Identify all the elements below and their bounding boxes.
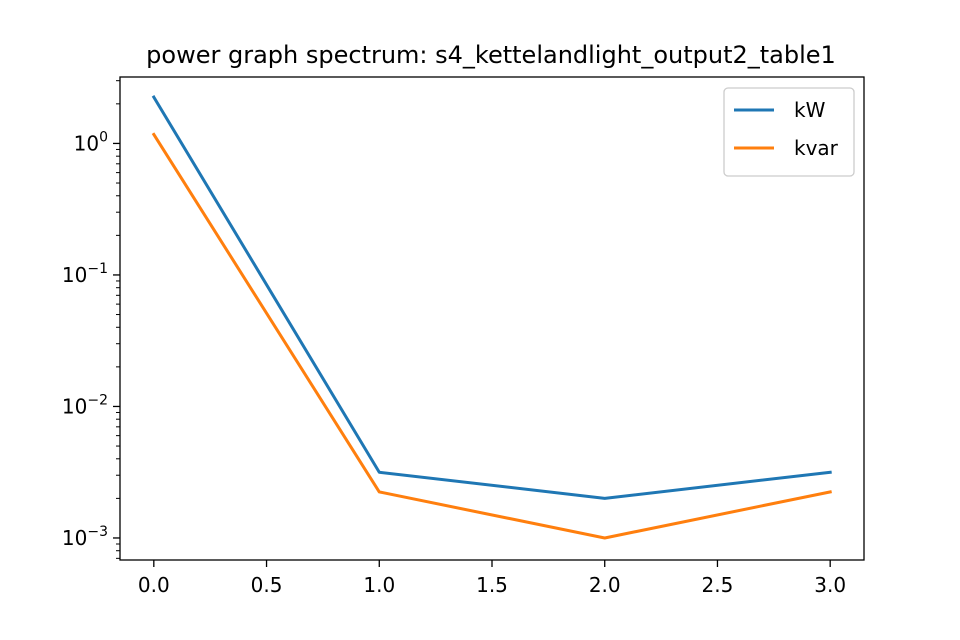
x-tick-label: 1.0 bbox=[363, 573, 395, 597]
legend-box bbox=[723, 87, 855, 177]
y-tick-label: 10−3 bbox=[62, 524, 108, 550]
x-tick-label: 3.0 bbox=[814, 573, 846, 597]
y-tick-label: 10−2 bbox=[62, 392, 108, 418]
plot-area bbox=[151, 95, 832, 540]
x-tick-label: 0.5 bbox=[251, 573, 283, 597]
y-tick-label: 10−1 bbox=[62, 261, 108, 287]
axes: 0.0 0.5 1.0 1.5 2.0 2.5 3.0 100 10−1 10−2 10−3 bbox=[62, 76, 865, 597]
x-tick-label: 1.5 bbox=[476, 573, 508, 597]
series-line-kvar bbox=[151, 132, 832, 540]
chart-title: power graph spectrum: s4_kettelandlight_… bbox=[146, 41, 836, 69]
x-tick-label: 2.0 bbox=[589, 573, 621, 597]
x-tick-label: 2.5 bbox=[702, 573, 734, 597]
series-line-kW bbox=[151, 95, 832, 500]
y-tick-label: 100 bbox=[74, 129, 108, 155]
legend-label-kvar: kvar bbox=[794, 136, 839, 160]
x-tick-label: 0.0 bbox=[138, 573, 170, 597]
legend-label-kW: kW bbox=[794, 98, 826, 122]
legend: kW kvar bbox=[723, 87, 855, 177]
